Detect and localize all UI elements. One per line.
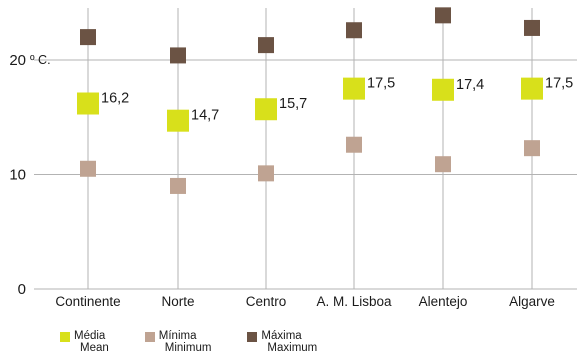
mean-marker: [432, 78, 454, 101]
mean-data-label: 14,7: [191, 108, 219, 124]
y-axis-unit: º C.: [30, 53, 51, 67]
mean-marker: [521, 77, 543, 100]
legend-item-mean: Média Mean: [60, 330, 109, 354]
legend-swatch-minimum: [144, 332, 155, 342]
maximum-marker: [258, 37, 274, 54]
mean-data-label: 15,7: [279, 96, 307, 112]
legend-label-minimum-en: Minimum: [164, 341, 212, 354]
mean-data-label: 16,2: [101, 91, 129, 107]
legend-label-maximum-pt: Máxima: [261, 330, 302, 342]
legend-label-mean-en: Mean: [80, 341, 109, 354]
y-tick-label: 20: [9, 52, 26, 69]
legend-label-maximum-en: Maximum: [267, 341, 318, 354]
gridlines: [34, 59, 577, 290]
legend-item-minimum: Mínima Minimum: [144, 330, 212, 354]
x-category-label: Algarve: [509, 294, 555, 309]
maximum-marker: [524, 19, 540, 36]
legend-swatch-maximum: [247, 332, 258, 342]
mean-marker: [343, 77, 365, 100]
minimum-marker: [524, 140, 540, 157]
minimum-marker: [170, 177, 186, 194]
mean-data-label: 17,5: [545, 76, 573, 92]
x-category-label: Norte: [161, 294, 194, 309]
mean-marker: [255, 98, 277, 121]
y-axis-tick-labels: 0 10 20: [9, 52, 26, 298]
minimum-marker: [435, 156, 451, 173]
maximum-marker: [80, 29, 96, 46]
mean-marker: [167, 109, 189, 132]
mean-data-label: 17,4: [456, 77, 484, 93]
category-drop-lines: [87, 8, 533, 289]
x-axis-category-labels: Continente Norte Centro A. M. Lisboa Alentej…: [55, 294, 555, 309]
x-category-label: Alentejo: [419, 294, 468, 309]
minimum-marker: [258, 165, 274, 182]
x-category-label: Centro: [246, 294, 287, 309]
minimum-marker: [80, 160, 96, 177]
maximum-marker: [170, 47, 186, 64]
legend-label-mean-pt: Média: [74, 330, 106, 342]
maximum-marker: [346, 22, 362, 39]
mean-data-label: 17,5: [367, 76, 395, 92]
maximum-marker: [435, 7, 451, 24]
minimum-marker: [346, 136, 362, 153]
x-category-label: Continente: [55, 294, 120, 309]
legend-swatch-mean: [60, 332, 70, 342]
legend: Média Mean Mínima Minimum Máxima Maximum: [60, 330, 318, 354]
legend-item-maximum: Máxima Maximum: [247, 330, 318, 354]
mean-marker: [77, 92, 99, 115]
y-tick-label: 0: [18, 281, 26, 298]
y-tick-label: 10: [9, 167, 26, 184]
data-markers: 16,2 14,7 15,7 17,5 17,4 17,5: [77, 7, 573, 194]
legend-label-minimum-pt: Mínima: [158, 330, 197, 342]
x-category-label: A. M. Lisboa: [316, 294, 392, 309]
